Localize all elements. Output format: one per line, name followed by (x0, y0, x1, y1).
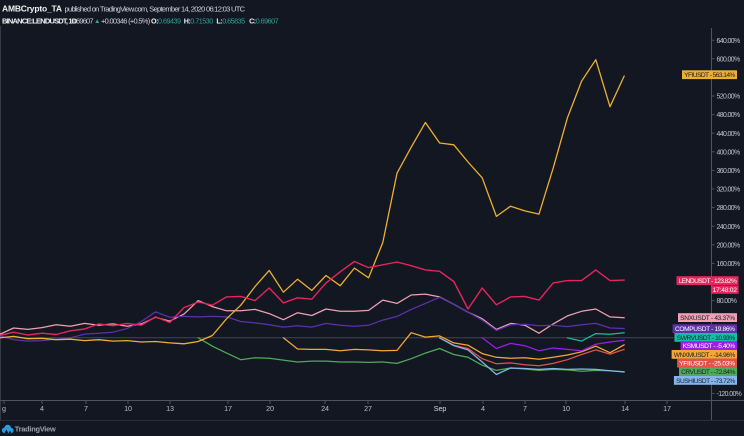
svg-text:480.00%: 480.00% (717, 112, 740, 119)
svg-text:KSMUSDT - -5.40%: KSMUSDT - -5.40% (683, 343, 736, 350)
svg-text:200.00%: 200.00% (717, 242, 740, 249)
svg-text:C:0.69607: C:0.69607 (249, 17, 279, 26)
svg-text:L:0.65835: L:0.65835 (216, 17, 245, 26)
svg-text:10: 10 (124, 404, 132, 413)
svg-text:4: 4 (481, 404, 485, 413)
svg-text:g: g (2, 404, 6, 413)
svg-text:COMPUSDT - 19.86%: COMPUSDT - 19.86% (675, 326, 735, 333)
svg-text:640.00%: 640.00% (717, 38, 740, 45)
svg-text:600.00%: 600.00% (717, 56, 740, 63)
svg-text:7: 7 (523, 404, 527, 413)
svg-text:14: 14 (621, 404, 629, 413)
svg-text:160.00%: 160.00% (717, 261, 740, 268)
svg-text:80.00%: 80.00% (717, 298, 737, 305)
svg-text:10: 10 (562, 404, 570, 413)
svg-text:WNXMUSDT - -14.96%: WNXMUSDT - -14.96% (674, 352, 736, 359)
svg-text:520.00%: 520.00% (717, 94, 740, 101)
svg-text:17: 17 (224, 404, 232, 413)
svg-text:SNXUSDT - 43.37%: SNXUSDT - 43.37% (680, 315, 735, 322)
svg-text:24: 24 (321, 404, 329, 413)
svg-text:280.00%: 280.00% (717, 205, 740, 212)
svg-text:360.00%: 360.00% (717, 168, 740, 175)
svg-text:CRVUSDT - -72.84%: CRVUSDT - -72.84% (681, 369, 735, 376)
svg-text:440.00%: 440.00% (717, 131, 740, 138)
svg-text:0.69607: 0.69607 (72, 17, 94, 26)
svg-text:SUSHIUSDT - -73.72%: SUSHIUSDT - -73.72% (676, 378, 735, 385)
svg-text:240.00%: 240.00% (717, 224, 740, 231)
svg-text:+0.00346 (+0.5%): +0.00346 (+0.5%) (101, 17, 151, 26)
svg-text:13: 13 (166, 404, 174, 413)
svg-text:YFIIUSDT - -25.03%: YFIIUSDT - -25.03% (679, 361, 735, 368)
svg-text:7: 7 (84, 404, 88, 413)
svg-text:320.00%: 320.00% (717, 187, 740, 194)
svg-text:27: 27 (364, 404, 372, 413)
svg-text:AMBCrypto_TA: AMBCrypto_TA (2, 4, 62, 14)
svg-text:17: 17 (663, 404, 671, 413)
svg-text:17:48:02: 17:48:02 (713, 287, 738, 294)
svg-text:4: 4 (40, 404, 44, 413)
svg-text:YFIUSDT - 563.14%: YFIUSDT - 563.14% (684, 72, 735, 79)
svg-text:O:0.69439: O:0.69439 (151, 17, 181, 26)
svg-text:Sep: Sep (434, 404, 447, 413)
svg-text:20: 20 (266, 404, 274, 413)
svg-text:▲: ▲ (94, 18, 100, 25)
svg-text:H:0.71530: H:0.71530 (184, 17, 214, 26)
svg-text:LENDUSDT - 123.82%: LENDUSDT - 123.82% (679, 278, 737, 285)
svg-text:BINANCE:LENDUSDT, 1D: BINANCE:LENDUSDT, 1D (2, 17, 78, 26)
svg-text:400.00%: 400.00% (717, 149, 740, 156)
svg-text:-120.00%: -120.00% (717, 391, 742, 398)
svg-text:SWRVUSDT - 10.93%: SWRVUSDT - 10.93% (677, 335, 736, 342)
svg-text:TradingView: TradingView (15, 425, 56, 434)
svg-text:published on TradingView.com,: published on TradingView.com, September … (65, 5, 246, 14)
